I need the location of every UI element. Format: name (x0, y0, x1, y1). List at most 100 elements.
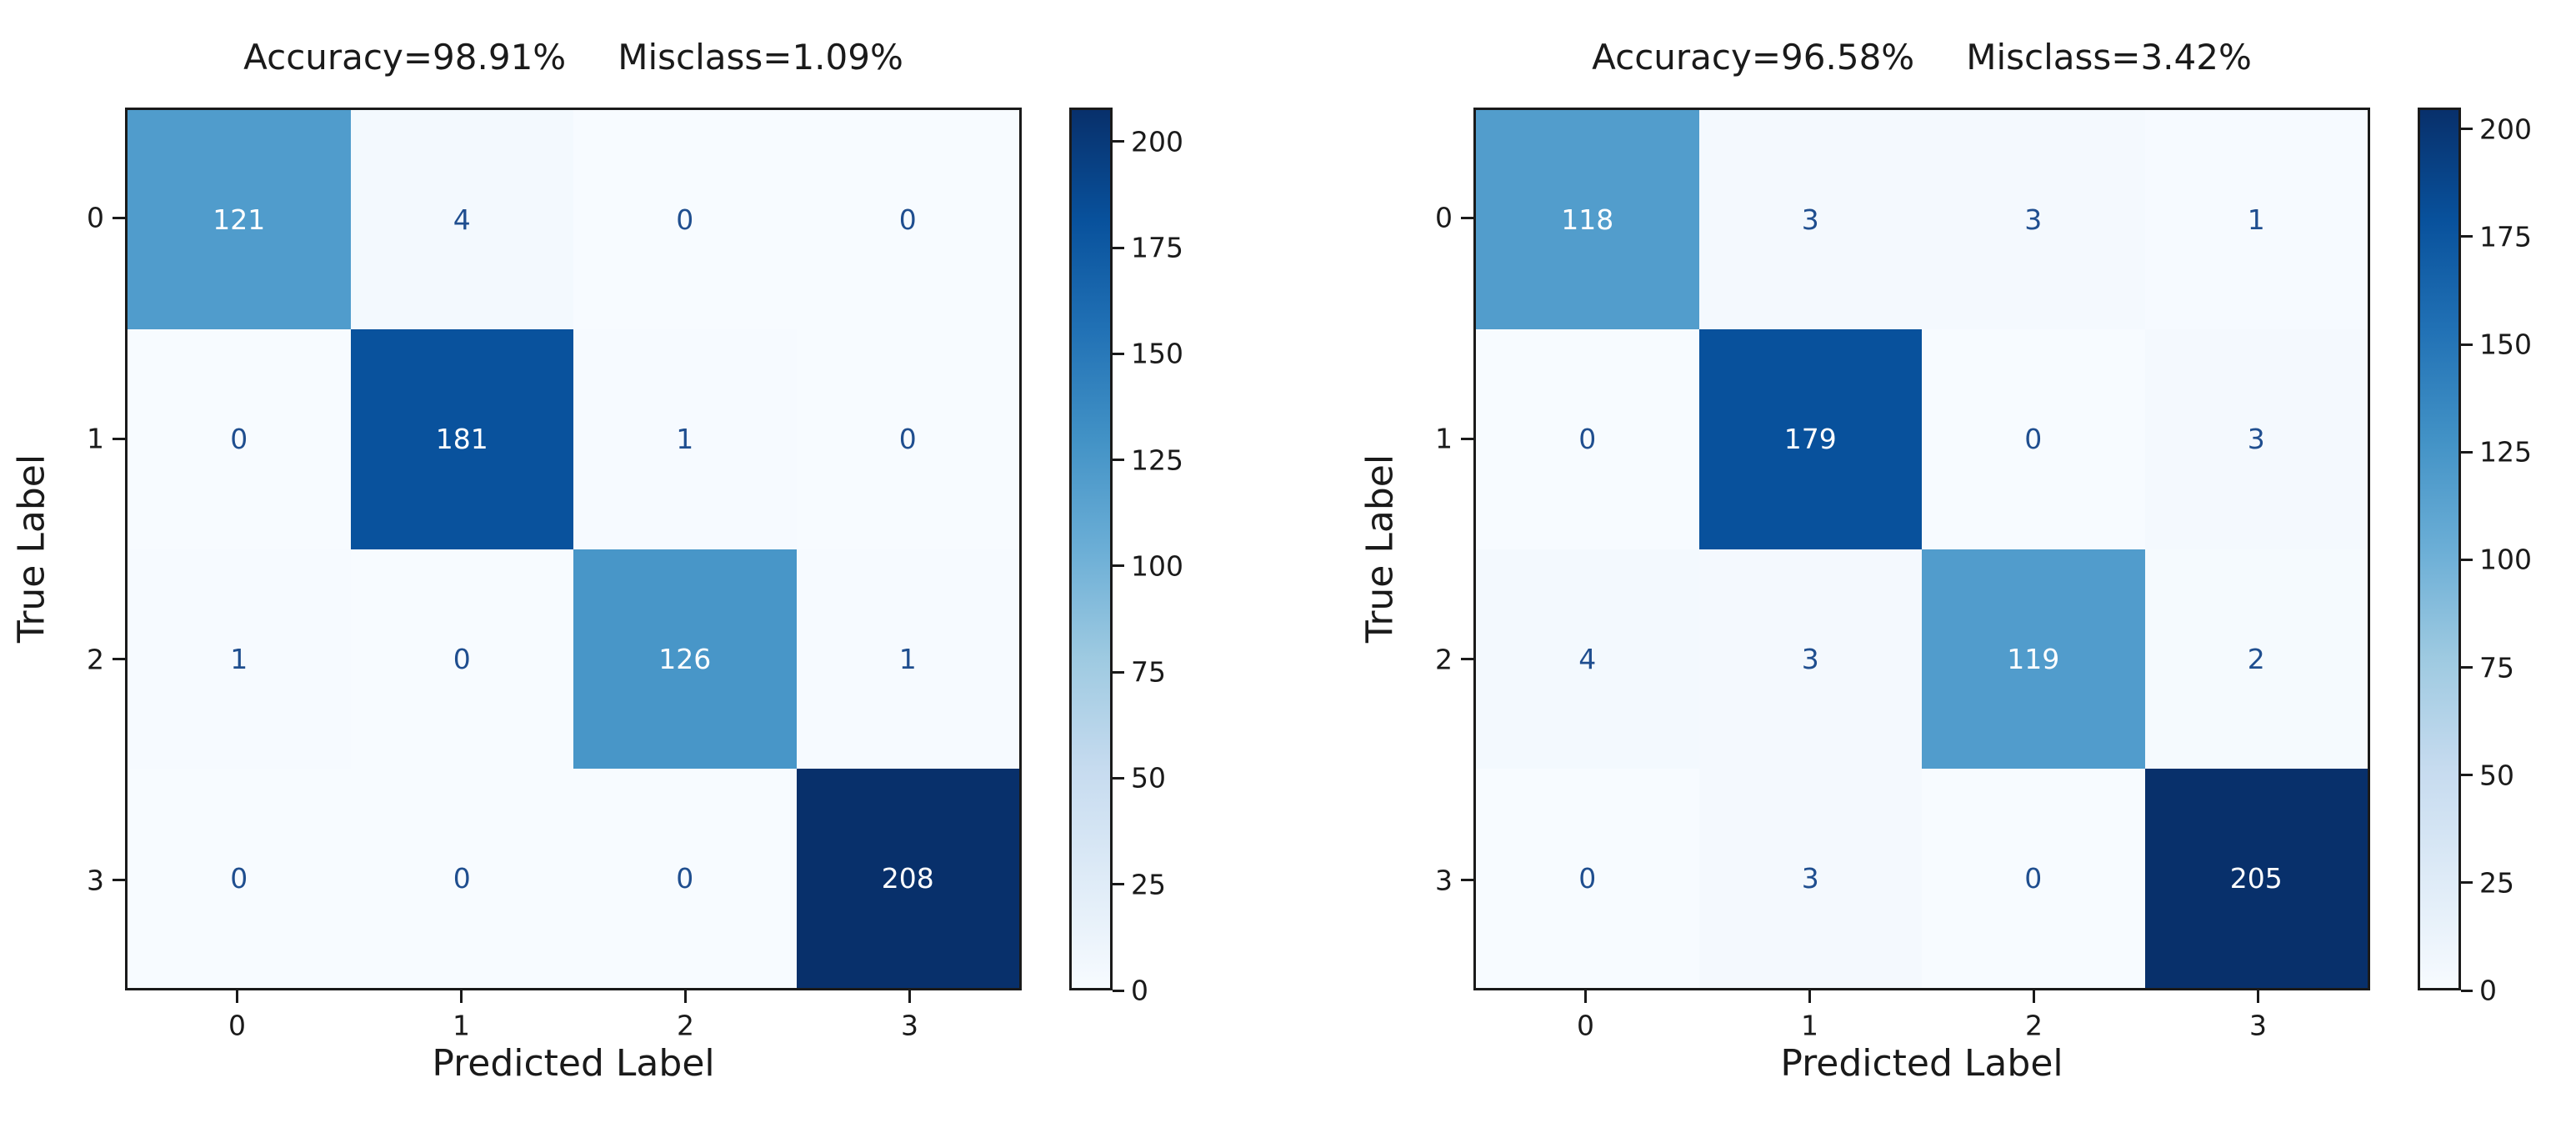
y-tick-label: 3 (87, 864, 104, 897)
y-tick-label: 2 (87, 643, 104, 676)
y-tick-label: 3 (1435, 864, 1453, 897)
x-tick-label: 3 (901, 1009, 918, 1042)
matrix-cell: 0 (573, 768, 797, 988)
matrix-cell: 181 (350, 329, 573, 549)
colorbar-tick-label: 150 (1131, 337, 1183, 370)
y-tick-mark (1461, 216, 1473, 219)
matrix-cell: 208 (796, 768, 1019, 988)
matrix-cell: 121 (128, 110, 351, 330)
colorbar-tick-mark (2461, 881, 2473, 885)
matrix-cell: 4 (1476, 549, 1699, 769)
matrix-cell: 179 (1698, 329, 1922, 549)
y-tick-mark (113, 658, 125, 661)
matrix-cell: 118 (1476, 110, 1699, 330)
x-tick-mark (236, 990, 238, 1003)
y-axis-label: True Label (1358, 454, 1402, 644)
x-tick-label: 1 (453, 1009, 470, 1042)
y-tick-mark (1461, 437, 1473, 440)
accuracy-text: Accuracy=96.58% (1592, 37, 1915, 78)
colorbar (1069, 108, 1113, 990)
colorbar-tick-label: 50 (1131, 761, 1166, 795)
y-axis-label: True Label (10, 454, 53, 644)
matrix-cell: 3 (1698, 110, 1922, 330)
x-axis-label: Predicted Label (432, 1042, 715, 1085)
matrix-cell: 3 (2144, 329, 2368, 549)
x-tick-label: 2 (677, 1009, 694, 1042)
matrix-cell: 4 (350, 110, 573, 330)
matrix-cell: 0 (1476, 768, 1699, 988)
colorbar-tick-mark (2461, 235, 2473, 238)
matrix-cell: 2 (2144, 549, 2368, 769)
colorbar-tick-mark (1113, 459, 1124, 462)
colorbar-tick-mark (2461, 450, 2473, 454)
x-tick-mark (460, 990, 463, 1003)
colorbar-tick-mark (1113, 352, 1124, 355)
colorbar-tick-label: 100 (2479, 543, 2532, 576)
colorbar-tick-mark (1113, 670, 1124, 674)
y-tick-label: 1 (1435, 422, 1453, 455)
y-tick-label: 1 (87, 422, 104, 455)
matrix-cell: 205 (2144, 768, 2368, 988)
colorbar-tick-label: 125 (1131, 444, 1183, 477)
x-tick-mark (684, 990, 687, 1003)
colorbar-tick-label: 0 (2479, 974, 2497, 1007)
colorbar-tick-label: 75 (2479, 651, 2514, 684)
y-tick-mark (1461, 658, 1473, 661)
colorbar-tick-mark (2461, 558, 2473, 561)
x-tick-label: 2 (2025, 1009, 2043, 1042)
colorbar-tick-label: 125 (2479, 435, 2532, 469)
matrix-cell: 126 (573, 549, 797, 769)
matrix-cell: 0 (128, 329, 351, 549)
accuracy-text: Accuracy=98.91% (243, 37, 567, 78)
matrix-cell: 1 (2144, 110, 2368, 330)
colorbar-tick-mark (2461, 774, 2473, 777)
x-tick-label: 1 (1801, 1009, 1818, 1042)
matrix-cell: 0 (1922, 329, 2145, 549)
x-tick-mark (2033, 990, 2035, 1003)
misclass-text: Misclass=1.09% (618, 37, 903, 78)
colorbar-tick-mark (2461, 343, 2473, 346)
colorbar-tick-label: 50 (2479, 759, 2514, 792)
heatmap-grid: 121 4 0 0 0 181 1 0 1 0 126 1 0 0 0 208 (125, 108, 1022, 990)
x-tick-mark (1808, 990, 1811, 1003)
colorbar-tick-label: 200 (2479, 113, 2532, 146)
colorbar-tick-label: 200 (1131, 125, 1183, 158)
x-tick-mark (908, 990, 911, 1003)
x-tick-mark (1584, 990, 1587, 1003)
matrix-cell: 3 (1698, 549, 1922, 769)
chart-title: Accuracy=96.58% Misclass=3.42% (1473, 40, 2370, 75)
x-tick-mark (2257, 990, 2259, 1003)
matrix-cell: 0 (1922, 768, 2145, 988)
matrix-cell: 3 (1922, 110, 2145, 330)
matrix-cell: 1 (573, 329, 797, 549)
colorbar (2418, 108, 2461, 990)
y-tick-mark (113, 216, 125, 219)
colorbar-tick-label: 150 (2479, 328, 2532, 361)
y-tick-label: 2 (1435, 643, 1453, 676)
matrix-cell: 0 (1476, 329, 1699, 549)
matrix-cell: 0 (573, 110, 797, 330)
colorbar-tick-label: 175 (2479, 220, 2532, 253)
colorbar-tick-mark (1113, 989, 1124, 992)
colorbar-tick-mark (1113, 776, 1124, 780)
colorbar-tick-label: 75 (1131, 655, 1166, 689)
matrix-cell: 0 (350, 549, 573, 769)
y-tick-mark (113, 437, 125, 440)
colorbar-tick-mark (1113, 246, 1124, 249)
matrix-cell: 1 (128, 549, 351, 769)
x-tick-label: 0 (228, 1009, 246, 1042)
matrix-cell: 3 (1698, 768, 1922, 988)
colorbar-tick-label: 175 (1131, 231, 1183, 264)
matrix-cell: 0 (128, 768, 351, 988)
colorbar-tick-mark (2461, 989, 2473, 992)
x-tick-label: 0 (1577, 1009, 1594, 1042)
colorbar-tick-mark (2461, 128, 2473, 131)
colorbar-tick-mark (2461, 666, 2473, 669)
colorbar-tick-label: 25 (1131, 868, 1166, 901)
misclass-text: Misclass=3.42% (1966, 37, 2252, 78)
colorbar-tick-mark (1113, 140, 1124, 143)
colorbar-tick-mark (1113, 564, 1124, 568)
matrix-cell: 1 (796, 549, 1019, 769)
colorbar-tick-label: 0 (1131, 974, 1148, 1007)
matrix-cell: 0 (350, 768, 573, 988)
